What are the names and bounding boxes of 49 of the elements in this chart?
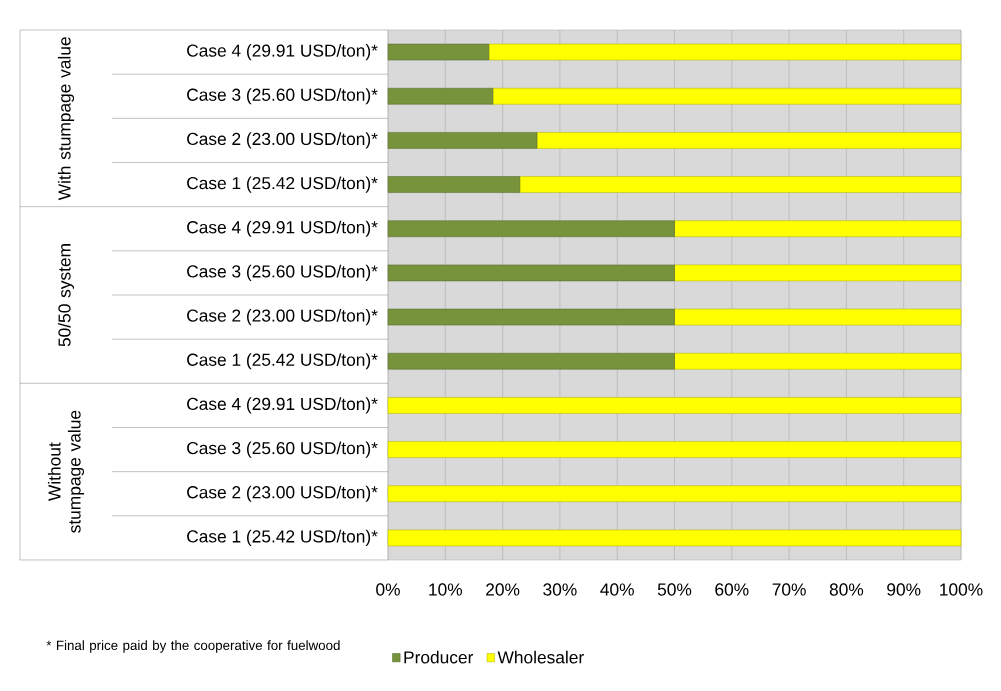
x-tick-label: 10% [429, 583, 463, 596]
y-tick-label: Case 3 (25.60 USD/ton)* [187, 441, 378, 458]
bar [674, 264, 962, 282]
bar [387, 132, 538, 149]
y-tick-label: Case 3 (25.60 USD/ton)* [187, 264, 378, 281]
x-tick-label: 20% [486, 583, 520, 596]
legend-label: Producer [404, 650, 474, 664]
y-tick-label: Case 2 (23.00 USD/ton)* [187, 132, 378, 149]
x-tick-label: 60% [715, 583, 749, 596]
bar [387, 87, 494, 105]
bar [387, 308, 675, 326]
x-tick-label: 100% [940, 583, 983, 596]
text: Without stumpage value [47, 410, 85, 533]
x-tick-label: 40% [600, 583, 634, 596]
bar [387, 397, 962, 414]
bar [387, 43, 490, 61]
bar [387, 441, 962, 458]
text: * Final price paid by the cooperative for fuelwood [46, 640, 340, 653]
y-tick-label: Case 1 (25.42 USD/ton)* [187, 529, 378, 546]
y-tick-label: Case 4 (29.91 USD/ton)* [187, 220, 378, 237]
y-tick-label: Case 4 (29.91 USD/ton)* [187, 43, 378, 61]
bar [387, 529, 962, 547]
bar [674, 352, 962, 370]
x-tick-label: 70% [772, 583, 806, 596]
bar [387, 264, 675, 282]
y-tick-label: Case 2 (23.00 USD/ton)* [187, 485, 378, 502]
bar [674, 308, 962, 326]
bar [387, 220, 675, 238]
y-tick-label: Case 4 (29.91 USD/ton)* [187, 397, 378, 414]
bar [387, 176, 521, 193]
bar [387, 352, 675, 370]
bar [536, 132, 962, 149]
x-tick-label: 90% [887, 583, 921, 596]
text: 50/50 system [57, 244, 75, 347]
bar [492, 87, 962, 105]
bar [488, 43, 962, 61]
x-tick-label: 50% [657, 583, 692, 596]
text: With stumpage value [57, 37, 75, 201]
bar [387, 485, 962, 503]
x-tick-label: 0% [376, 583, 400, 596]
y-tick-label: Case 1 (25.42 USD/ton)* [187, 176, 378, 193]
x-tick-label: 80% [829, 583, 864, 596]
y-tick-label: Case 1 (25.42 USD/ton)* [187, 353, 378, 370]
x-tick-label: 30% [543, 583, 577, 596]
bar [519, 176, 962, 193]
legend-label: Wholesaler [497, 650, 584, 664]
y-tick-label: Case 2 (23.00 USD/ton)* [187, 308, 378, 326]
bar [674, 220, 962, 238]
y-tick-label: Case 3 (25.60 USD/ton)* [187, 88, 378, 105]
